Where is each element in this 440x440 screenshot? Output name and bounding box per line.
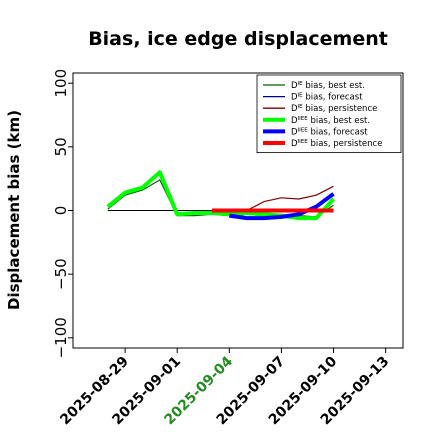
legend: DIE bias, best est.DIE bias, forecastDIE… <box>256 74 402 153</box>
y-tick-label: −100 <box>52 317 70 358</box>
legend-entry-4: DIIEE bias, forecast <box>291 127 368 138</box>
legend-entry-5: DIIEE bias, persistence <box>291 139 382 150</box>
y-tick-label: 0 <box>52 206 70 216</box>
legend-box <box>256 74 402 153</box>
legend-entry-0: DIE bias, best est. <box>291 81 365 92</box>
series-line-2 <box>229 185 334 213</box>
series-line-4 <box>229 192 335 221</box>
y-axis-label: Displacement bias (km) <box>5 110 23 310</box>
y-tick-label: −50 <box>52 258 70 290</box>
legend-entry-1: DIE bias, forecast <box>291 92 363 103</box>
legend-entry-2: DIE bias, persistence <box>291 104 377 115</box>
chart-title: Bias, ice edge displacement <box>88 28 388 50</box>
legend-entry-3: DIIEE bias, best est. <box>291 115 370 126</box>
series-line-3 <box>106 170 335 221</box>
y-tick-label: 50 <box>52 137 70 156</box>
y-tick-label: 100 <box>52 69 70 98</box>
